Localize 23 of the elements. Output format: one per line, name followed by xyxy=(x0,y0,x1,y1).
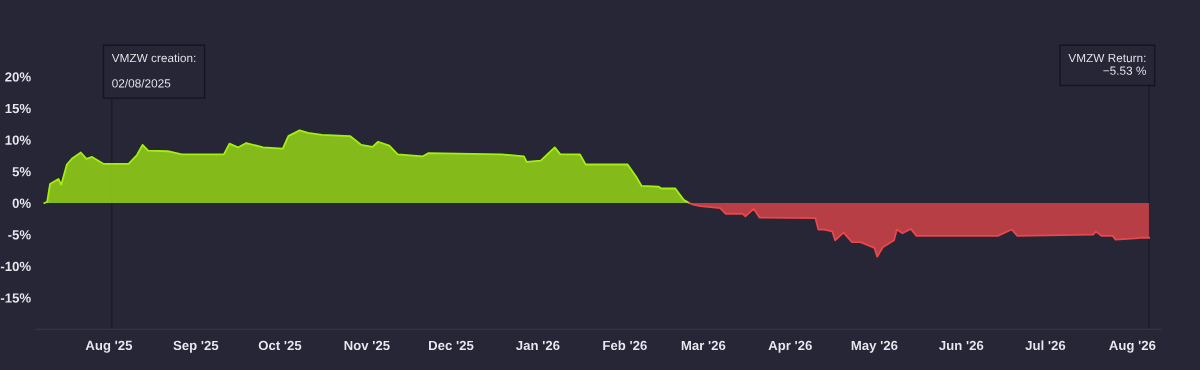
y-tick-label: 10% xyxy=(5,135,31,145)
x-tick-label: Jul '26 xyxy=(1025,340,1066,351)
y-tick-label: -15% xyxy=(0,293,31,303)
x-tick-label: Aug '25 xyxy=(85,340,133,353)
x-tick-label: May '26 xyxy=(851,340,898,353)
y-tick-label: 0% xyxy=(12,198,31,208)
y-tick-label: -5% xyxy=(8,230,31,240)
x-tick-label: Nov '25 xyxy=(344,340,390,351)
y-tick-label: 15% xyxy=(5,103,31,114)
x-tick-label: Jan '26 xyxy=(516,340,560,351)
x-tick-label: Sep '25 xyxy=(173,340,219,353)
text: VMZW creation: 02/08/2025 xyxy=(111,53,196,88)
y-tick-label: 5% xyxy=(12,167,31,177)
x-tick-label: Feb '26 xyxy=(603,340,647,351)
x-tick-label: Aug '26 xyxy=(1109,340,1156,353)
x-tick-label: Oct '25 xyxy=(258,340,302,351)
ref-line-label: VMZW Return: −5.53 % xyxy=(1068,53,1146,75)
x-tick-label: Apr '26 xyxy=(768,340,812,353)
x-tick-label: Mar '26 xyxy=(681,340,726,351)
x-tick-label: Jun '26 xyxy=(939,340,984,351)
y-tick-label: 20% xyxy=(5,72,31,82)
x-tick-label: Dec '25 xyxy=(429,340,474,351)
y-tick-label: -10% xyxy=(0,261,31,272)
